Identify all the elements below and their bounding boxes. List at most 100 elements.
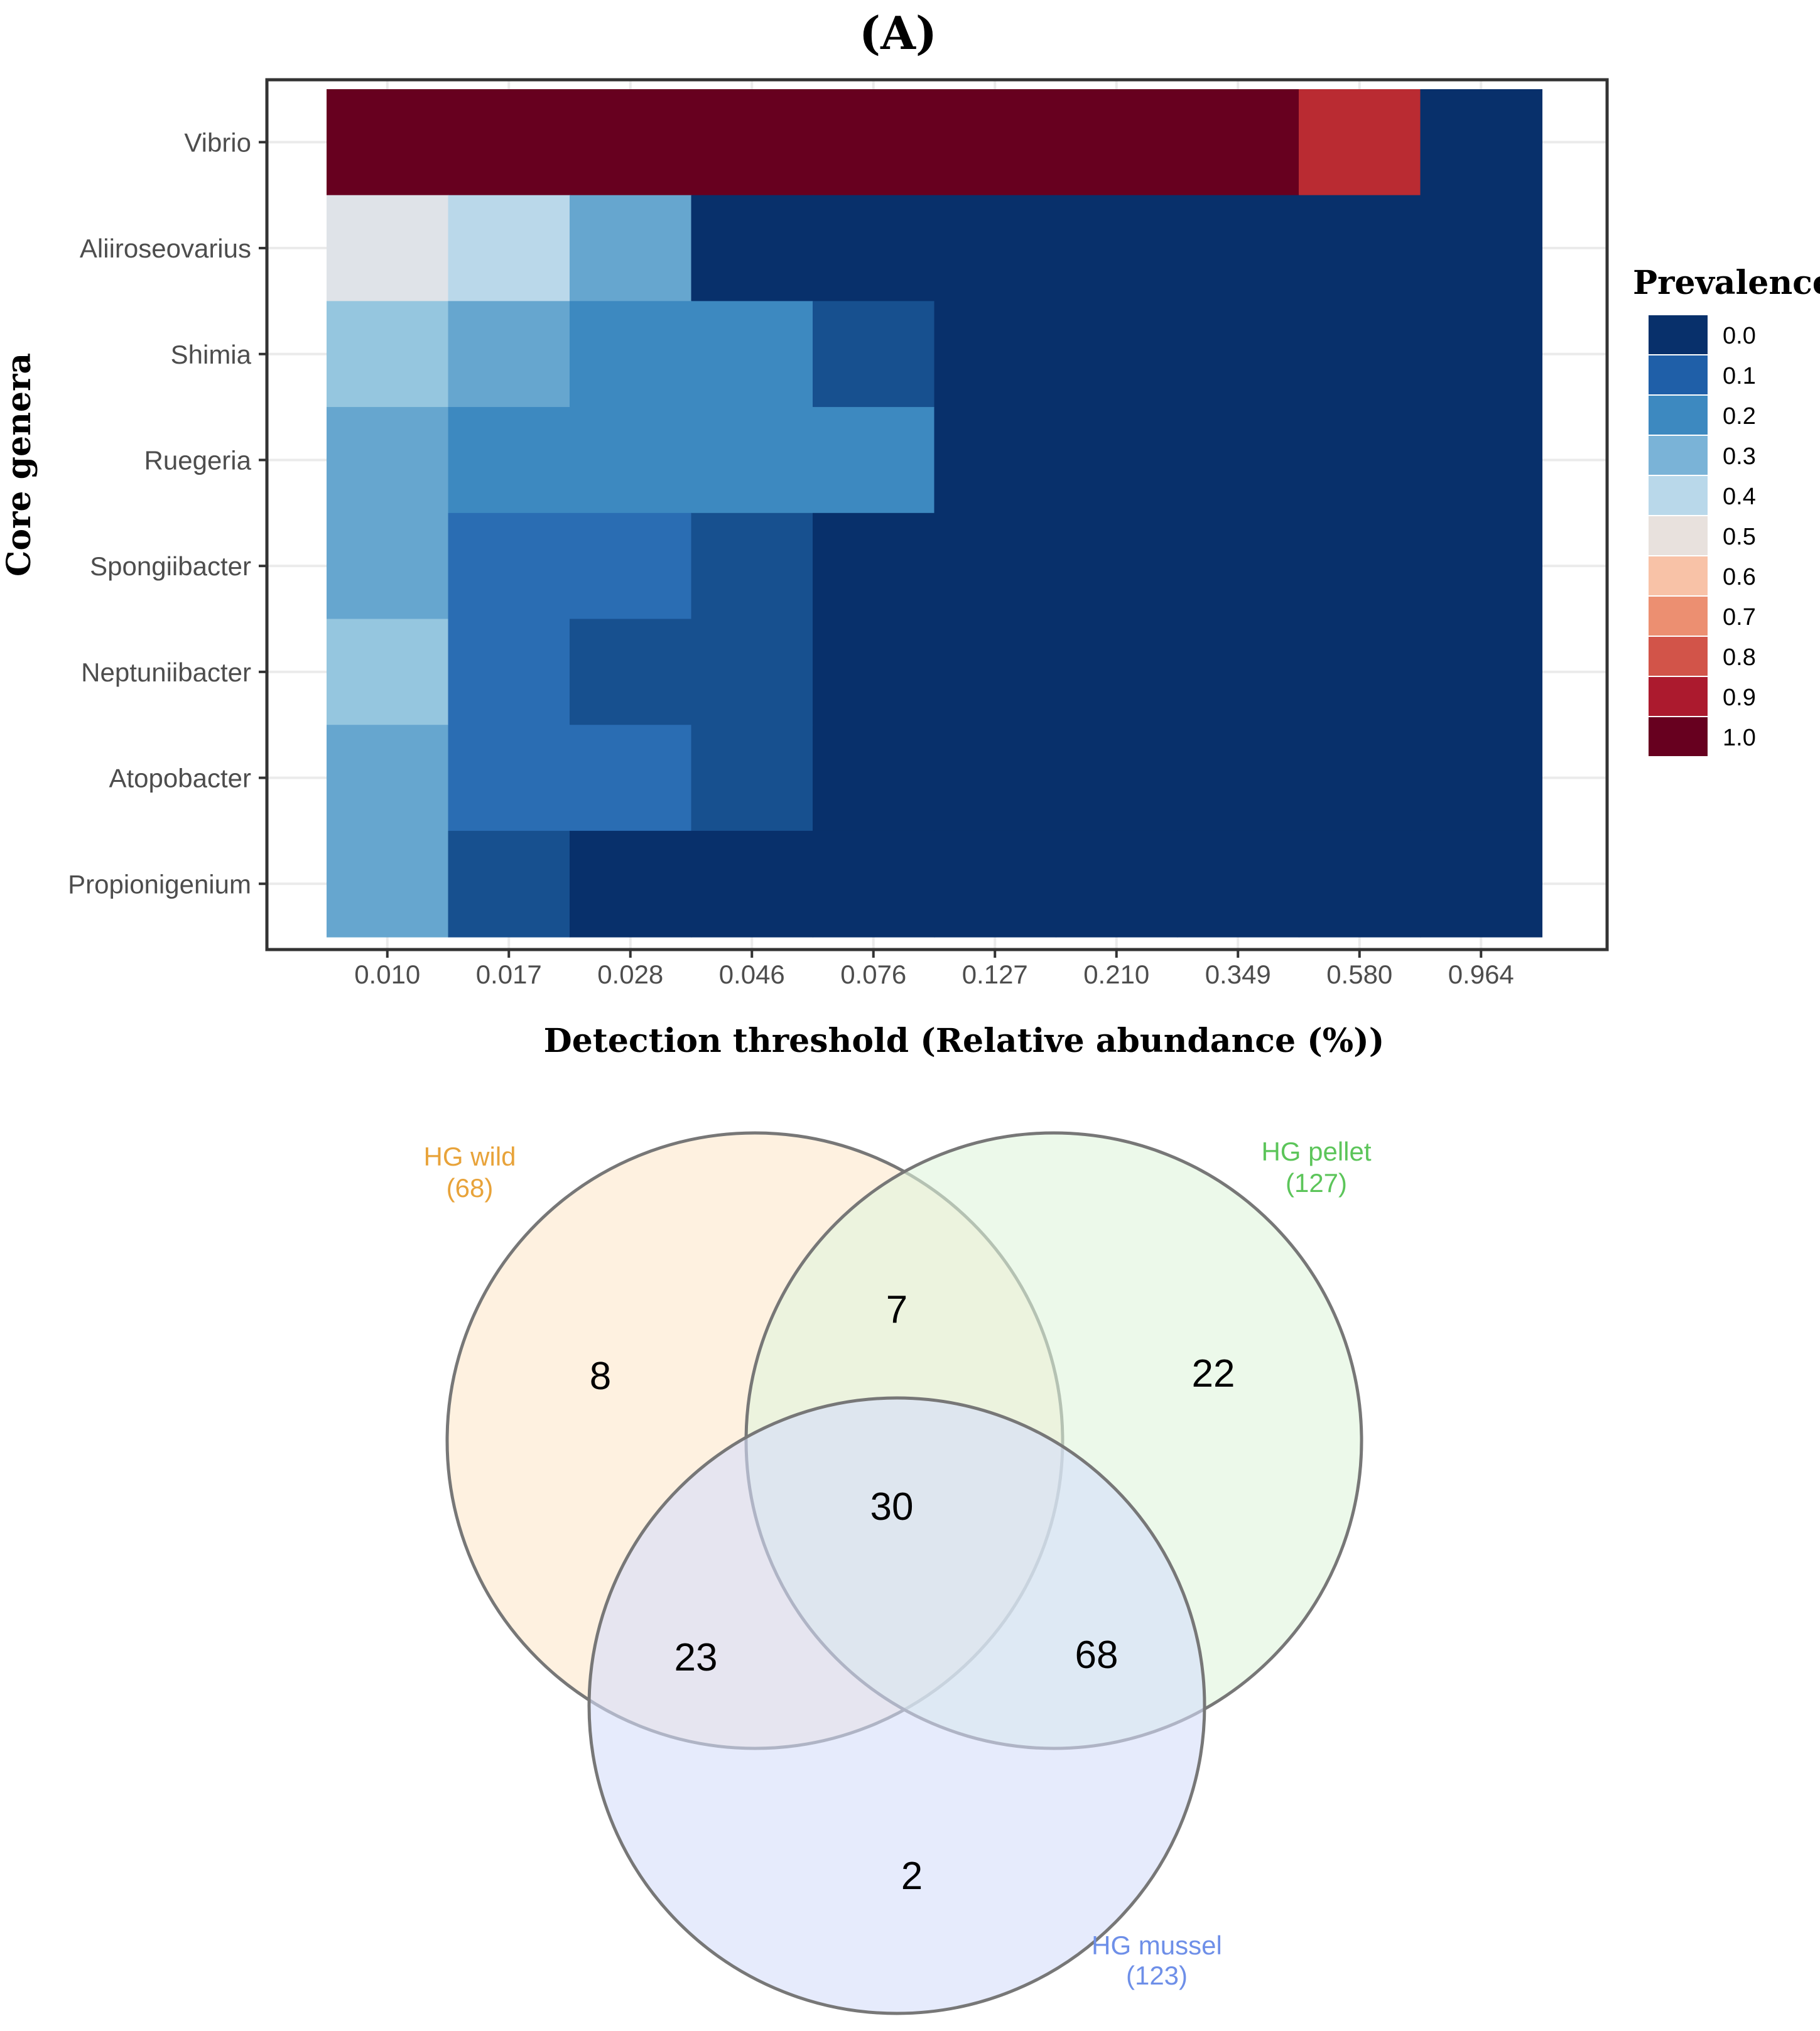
y-tick-label: Propionigenium [68,869,251,899]
heatmap-cell [1420,195,1542,302]
venn-set-count: (127) [1286,1168,1347,1198]
heatmap-cell [1177,195,1299,302]
y-tick-label: Atopobacter [109,764,252,793]
venn-region-count: 2 [901,1855,923,1898]
heatmap-y-axis-title: Core genera [0,353,38,577]
heatmap-cell [570,407,692,514]
x-tick-label: 0.010 [354,960,420,989]
heatmap-x-axis: 0.010 0.017 0.028 0.046 0.076 0.127 0.210 0.349… [354,950,1514,989]
legend-label: 1.0 [1723,725,1756,751]
legend-label: 0.3 [1723,443,1756,470]
heatmap-cell [1177,725,1299,831]
heatmap-panel-border [265,78,1609,951]
heatmap-x-axis-title: Detection threshold (Relative abundance … [544,1022,1385,1060]
venn-set-name: HG mussel [1091,1931,1222,1960]
heatmap-cell [1177,619,1299,726]
legend-swatch [1649,516,1708,555]
heatmap-cell [570,195,692,302]
y-tick-label: Shimia [171,340,252,369]
x-tick-label: 0.210 [1083,960,1149,989]
heatmap-cell [448,512,570,620]
heatmap-cell [570,619,692,726]
venn-set-name: HG wild [423,1142,516,1171]
legend-label: 0.2 [1723,403,1756,430]
y-tick-label: Ruegeria [144,445,252,475]
heatmap-cell [448,301,570,408]
x-tick-label: 0.127 [962,960,1028,989]
heatmap-cell [934,512,1056,620]
legend-label: 0.6 [1723,564,1756,590]
venn-region-count: 30 [870,1485,914,1529]
heatmap-cell [448,619,570,726]
heatmap-cell [1056,89,1178,196]
heatmap-y-axis: Vibrio Aliiroseovarius Shimia Ruegeria Spong… [68,127,267,899]
heatmap-cell [1420,619,1542,726]
legend-label: 0.1 [1723,363,1756,389]
heatmap-cell [448,407,570,514]
heatmap-cell [1177,512,1299,620]
heatmap-cell [1420,407,1542,514]
legend-swatch [1649,556,1708,595]
panel-label: (A) [859,6,937,60]
legend-label: 0.0 [1723,323,1756,349]
heatmap-cell [1177,407,1299,514]
heatmap-cell [934,301,1056,408]
heatmap-cell [1177,301,1299,408]
heatmap-cell [1056,512,1178,620]
heatmap-cell [327,301,449,408]
legend-swatch [1649,637,1708,676]
heatmap-cell [1420,512,1542,620]
heatmap-cell [327,407,449,514]
heatmap-cell [327,195,449,302]
heatmap-cell [1299,89,1421,196]
legend-swatch [1649,315,1708,354]
heatmap-cell [813,195,935,302]
x-tick-label: 0.046 [719,960,785,989]
venn-region-count: 8 [590,1355,611,1398]
legend-label: 0.8 [1723,644,1756,671]
heatmap-cell [934,195,1056,302]
heatmap-cell [327,512,449,620]
heatmap-cell [934,407,1056,514]
heatmap-cell [1056,830,1178,938]
heatmap-cell [813,830,935,938]
heatmap-cell [1056,407,1178,514]
x-tick-label: 0.349 [1205,960,1271,989]
heatmap-cell [1056,301,1178,408]
prevalence-legend: Prevalence 0.0 0.1 0.2 0.3 0.4 0.5 0.6 0.7 0.8 0.… [1633,264,1820,756]
heatmap-cell [1420,830,1542,938]
legend-label: 0.9 [1723,685,1756,711]
venn-set-count: (68) [447,1173,494,1203]
x-tick-label: 0.580 [1326,960,1392,989]
heatmap-cell [813,407,935,514]
heatmap-cell [570,725,692,831]
heatmap-cell [1177,830,1299,938]
venn-region-count: 68 [1075,1633,1119,1677]
heatmap-cell [813,619,935,726]
heatmap-cell [327,725,449,831]
heatmap-cell [1299,830,1421,938]
heatmap-cell [1420,725,1542,831]
heatmap-cell [813,512,935,620]
heatmap-cell [1299,301,1421,408]
legend-swatch [1649,717,1708,756]
venn-circle-hg-mussel [587,1396,1206,2015]
heatmap-cell [448,830,570,938]
legend-label: 0.7 [1723,604,1756,631]
heatmap-cell [1299,407,1421,514]
y-tick-label: Spongiibacter [90,551,251,581]
legend-swatch [1649,597,1708,636]
heatmap-cell [570,89,692,196]
heatmap-cell [327,89,449,196]
venn-region-count: 22 [1192,1352,1235,1395]
heatmap-cell [570,301,692,408]
heatmap-cell [327,619,449,726]
heatmap-cell [691,195,813,302]
heatmap-cell [1056,619,1178,726]
heatmap-cell [1056,195,1178,302]
heatmap-cell [448,725,570,831]
venn-set-count: (123) [1126,1961,1188,1990]
heatmap-cell [813,89,935,196]
heatmap-cell [1056,725,1178,831]
heatmap-cell [327,830,449,938]
